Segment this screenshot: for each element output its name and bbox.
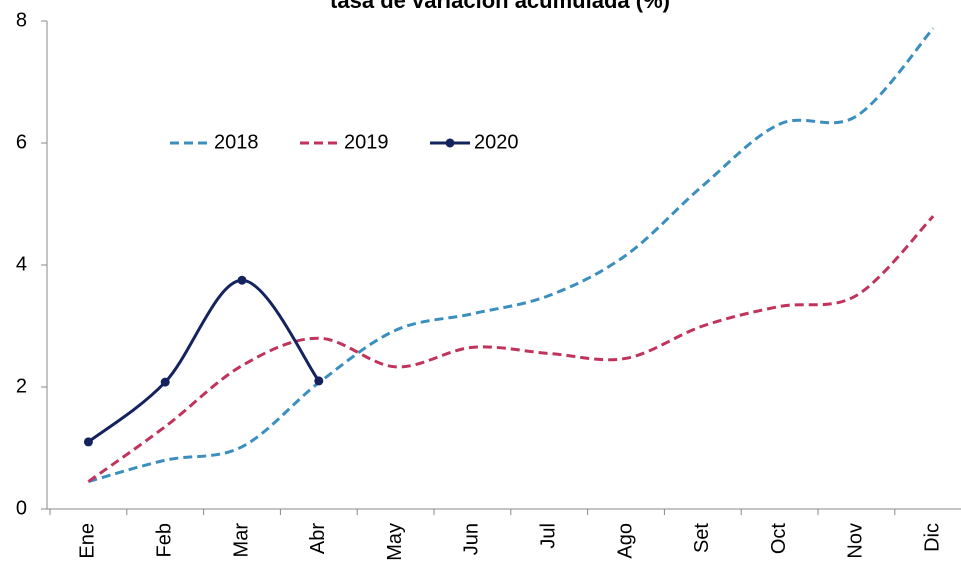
y-tick-label: 0 <box>16 497 27 519</box>
x-tick-label: Ago <box>614 523 636 559</box>
x-tick-label: Jun <box>461 523 483 555</box>
y-tick-label: 2 <box>16 375 27 397</box>
series-marker <box>237 275 247 285</box>
series-line <box>87 215 935 483</box>
x-tick-label: May <box>384 523 406 561</box>
x-tick-label: Ene <box>77 523 99 559</box>
x-tick-label: Feb <box>153 523 175 557</box>
legend-label: 2018 <box>214 131 259 153</box>
x-tick-label: Dic <box>921 523 943 552</box>
legend-label: 2019 <box>344 131 389 153</box>
x-tick-label: Set <box>691 523 713 553</box>
series-marker <box>160 377 170 387</box>
x-tick-label: Oct <box>768 523 790 555</box>
series-line <box>87 27 935 483</box>
legend-label: 2020 <box>474 131 519 153</box>
x-tick-label: Abr <box>307 523 329 554</box>
x-tick-label: Jul <box>537 523 559 549</box>
series-line <box>87 278 321 444</box>
series-marker <box>314 376 324 386</box>
x-tick-label: Mar <box>230 523 252 558</box>
chart-title: tasa de variación acumulada (%) <box>330 0 670 13</box>
x-tick-label: Nov <box>845 523 867 559</box>
series-marker <box>83 437 93 447</box>
y-tick-label: 4 <box>16 253 27 275</box>
y-tick-label: 8 <box>16 9 27 31</box>
y-tick-label: 6 <box>16 131 27 153</box>
legend-marker <box>445 138 455 148</box>
